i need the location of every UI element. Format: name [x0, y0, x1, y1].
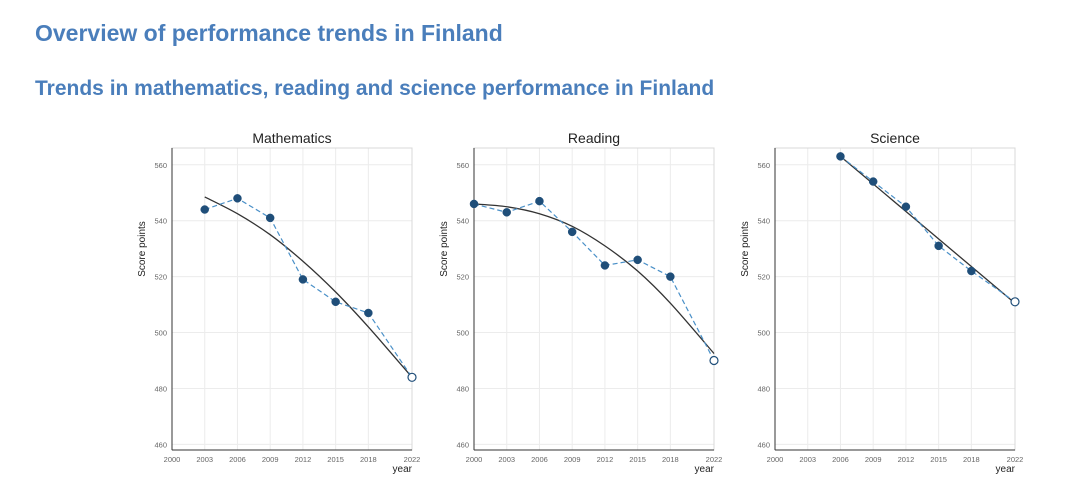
mathematics-xtick-2012: 2012: [295, 455, 312, 464]
science-panel-title: Science: [870, 130, 920, 146]
reading-xtick-2015: 2015: [629, 455, 646, 464]
science-xtick-2000: 2000: [767, 455, 784, 464]
reading-point-2022: [709, 355, 719, 366]
reading-trend-line: [473, 203, 715, 354]
reading-observed-line: [473, 200, 715, 361]
reading-point-2009: [567, 227, 577, 237]
mathematics-chart: 460 480 500 520 540 560 2000 2003 2006 2009 2012 20…: [137, 130, 421, 475]
mathematics-trend-line: [204, 196, 413, 378]
mathematics-plot-frame: [171, 147, 413, 451]
mathematics-point-2006: [233, 194, 242, 203]
reading-xlabel: year: [695, 464, 715, 475]
mathematics-panel-title: Mathematics: [252, 130, 331, 146]
reading-xtick-2022: 2022: [706, 455, 723, 464]
reading-ytick-520: 520: [456, 273, 469, 282]
science-xtick-2003: 2003: [799, 455, 816, 464]
science-xtick-2006: 2006: [832, 455, 849, 464]
mathematics-ytick-540: 540: [154, 217, 167, 226]
science-point-2022: [1010, 297, 1020, 307]
reading-ytick-500: 500: [456, 329, 469, 338]
science-plot-frame: [774, 147, 1016, 451]
mathematics-xtick-2018: 2018: [360, 455, 377, 464]
mathematics-xtick-2006: 2006: [229, 455, 246, 464]
mathematics-ytick-520: 520: [154, 273, 167, 282]
mathematics-point-2009: [265, 213, 275, 223]
reading-ytick-540: 540: [456, 217, 469, 226]
reading-ylabel: Score points: [439, 221, 450, 277]
mathematics-observed-line: [204, 197, 413, 378]
reading-xtick-2018: 2018: [662, 455, 679, 464]
reading-point-2006: [535, 196, 544, 206]
reading-point-2015: [633, 255, 642, 265]
science-xtick-2018: 2018: [963, 455, 980, 464]
science-trend-line: [840, 155, 1016, 304]
mathematics-ytick-560: 560: [154, 161, 167, 170]
science-point-2006: [836, 152, 845, 161]
chart-subtitle: Trends in mathematics, reading and scien…: [35, 77, 715, 100]
mathematics-xtick-2009: 2009: [262, 455, 279, 464]
science-ytick-460: 460: [757, 440, 770, 449]
science-point-2018: [967, 266, 976, 276]
reading-panel-title: Reading: [568, 130, 620, 146]
reading-ytick-480: 480: [456, 384, 469, 393]
reading-plot-frame: [473, 147, 715, 451]
mathematics-ytick-480: 480: [154, 384, 167, 393]
science-ytick-480: 480: [757, 384, 770, 393]
mathematics-point-2018: [364, 308, 373, 318]
science-xtick-2009: 2009: [865, 455, 882, 464]
reading-ytick-460: 460: [456, 440, 469, 449]
mathematics-point-2003: [200, 205, 209, 214]
science-xtick-2015: 2015: [930, 455, 947, 464]
reading-point-2000: [469, 199, 479, 209]
science-ytick-540: 540: [757, 217, 770, 226]
mathematics-point-2012: [298, 275, 308, 284]
reading-xtick-2012: 2012: [597, 455, 614, 464]
science-ylabel: Score points: [740, 221, 751, 277]
mathematics-xtick-2015: 2015: [327, 455, 344, 464]
reading-xtick-2009: 2009: [564, 455, 581, 464]
mathematics-xlabel: year: [393, 464, 413, 475]
science-chart: 460 480 500 520 540 560 2000 2003 2006 2009 2012 20…: [740, 130, 1024, 475]
reading-point-2012: [600, 261, 610, 270]
reading-xtick-2003: 2003: [498, 455, 515, 464]
science-xtick-2022: 2022: [1007, 455, 1024, 464]
science-ytick-560: 560: [757, 161, 770, 170]
mathematics-point-2015: [331, 297, 340, 307]
science-ytick-500: 500: [757, 329, 770, 338]
science-point-2012: [901, 202, 911, 211]
reading-point-2018: [666, 272, 675, 281]
science-xtick-2012: 2012: [898, 455, 915, 464]
mathematics-ytick-500: 500: [154, 329, 167, 338]
science-observed-line: [840, 155, 1016, 303]
mathematics-ytick-460: 460: [154, 440, 167, 449]
science-xlabel: year: [996, 464, 1016, 475]
mathematics-ylabel: Score points: [137, 221, 148, 277]
science-ytick-520: 520: [757, 273, 770, 282]
mathematics-xtick-2003: 2003: [196, 455, 213, 464]
science-point-2015: [934, 241, 943, 251]
reading-chart: 460 480 500 520 540 560 2000 2003 2006 2009 2012 20…: [439, 130, 723, 475]
mathematics-xtick-2022: 2022: [404, 455, 421, 464]
mathematics-xtick-2000: 2000: [164, 455, 181, 464]
reading-xtick-2006: 2006: [531, 455, 548, 464]
page-title: Overview of performance trends in Finlan…: [35, 20, 503, 46]
reading-ytick-560: 560: [456, 161, 469, 170]
reading-xtick-2000: 2000: [466, 455, 483, 464]
reading-point-2003: [502, 208, 511, 217]
mathematics-point-2022: [407, 372, 417, 382]
science-point-2009: [868, 177, 878, 186]
